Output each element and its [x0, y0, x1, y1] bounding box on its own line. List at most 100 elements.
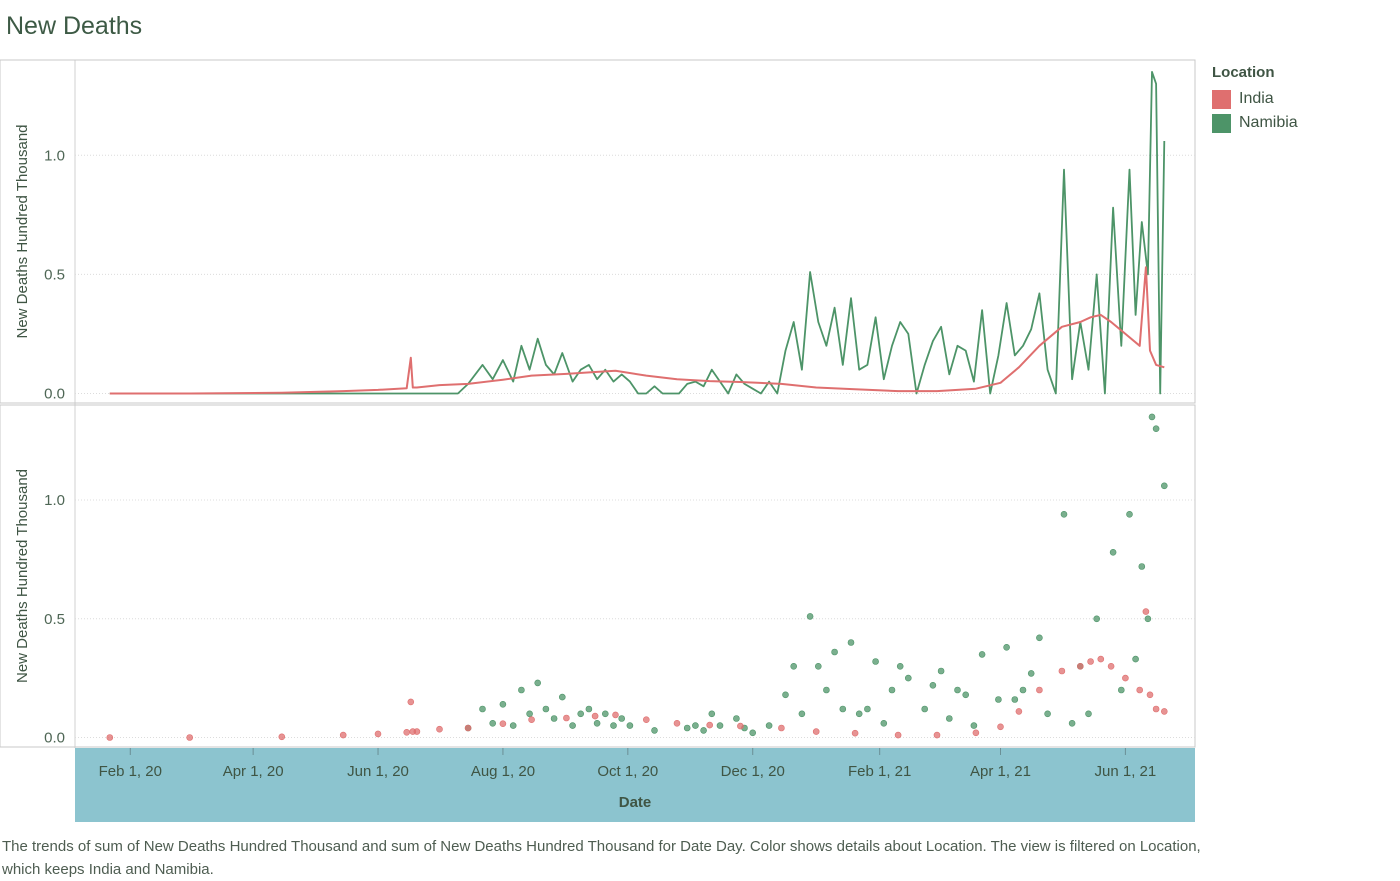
scatter-point-india — [436, 725, 443, 733]
x-tick-label: Dec 1, 20 — [721, 763, 785, 780]
scatter-point-india — [894, 731, 902, 739]
scatter-point-namibia — [577, 710, 585, 718]
scatter-point-namibia — [904, 674, 912, 682]
bottom-y-tick-label: 1.0 — [44, 492, 65, 509]
bottom-y-tick-label: 0.5 — [44, 611, 65, 628]
top-y-axis-title: New Deaths Hundred Thousand — [14, 124, 31, 338]
scatter-point-namibia — [855, 710, 863, 718]
scatter-point-india — [186, 734, 193, 741]
scatter-point-namibia — [651, 727, 658, 734]
scatter-point-india — [407, 698, 415, 706]
scatter-point-india — [1122, 674, 1129, 682]
scatter-point-namibia — [765, 722, 773, 729]
scatter-point-namibia — [1085, 710, 1092, 718]
scatter-point-namibia — [489, 719, 497, 727]
scatter-point-india — [737, 722, 744, 730]
scatter-point-namibia — [700, 727, 707, 734]
x-tick-label: Oct 1, 20 — [597, 763, 658, 780]
scatter-point-namibia — [1148, 413, 1156, 421]
scatter-point-namibia — [1138, 563, 1146, 570]
scatter-point-namibia — [1118, 686, 1125, 694]
scatter-point-namibia — [749, 729, 757, 737]
scatter-point-india — [612, 711, 619, 719]
scatter-point-namibia — [618, 715, 626, 722]
scatter-point-namibia — [880, 719, 888, 727]
scatter-point-namibia — [1126, 510, 1133, 518]
scatter-point-namibia — [921, 705, 929, 713]
scatter-point-namibia — [692, 722, 699, 729]
x-axis-title: Date — [619, 794, 652, 811]
x-tick-label: Apr 1, 20 — [223, 763, 284, 780]
scatter-point-india — [812, 728, 820, 735]
legend-label-namibia: Namibia — [1239, 114, 1298, 131]
scatter-point-namibia — [888, 686, 896, 694]
scatter-point-india — [1107, 662, 1115, 670]
scatter-point-india — [1161, 708, 1168, 715]
scatter-point-namibia — [823, 686, 830, 694]
legend-item-india[interactable]: India — [1212, 87, 1298, 111]
top-y-tick-label: 0.5 — [44, 266, 65, 283]
bottom-y-axis-title: New Deaths Hundred Thousand — [14, 469, 31, 683]
scatter-point-namibia — [585, 705, 593, 713]
scatter-point-namibia — [962, 691, 970, 699]
scatter-point-namibia — [806, 613, 814, 620]
x-tick-label: Apr 1, 21 — [970, 763, 1031, 780]
scatter-point-india — [778, 724, 785, 732]
scatter-point-india — [1015, 708, 1023, 715]
scatter-point-india — [1146, 691, 1154, 699]
scatter-point-namibia — [1161, 482, 1168, 490]
scatter-point-namibia — [1060, 510, 1068, 518]
scatter-point-namibia — [1011, 696, 1019, 703]
legend-item-namibia[interactable]: Namibia — [1212, 111, 1298, 135]
scatter-point-india — [528, 716, 535, 724]
scatter-point-namibia — [593, 719, 601, 727]
scatter-point-namibia — [534, 679, 542, 687]
chart-area: 0.0 0.5 1.0 New Deaths Hundred Thousand 0.0 0… — [0, 59, 1196, 822]
x-axis-band — [75, 748, 1195, 822]
legend-swatch-india — [1212, 89, 1231, 109]
top-panel-frame — [0, 59, 1196, 404]
scatter-point-india — [563, 714, 570, 722]
scatter-point-india — [106, 734, 114, 741]
scatter-point-india — [1058, 667, 1066, 675]
scatter-point-india — [1036, 686, 1043, 694]
scatter-point-namibia — [1003, 643, 1010, 651]
scatter-point-india — [591, 712, 599, 720]
scatter-point-namibia — [995, 696, 1002, 703]
scatter-point-india — [339, 731, 347, 739]
scatter-point-india — [706, 721, 714, 729]
scatter-point-india — [1152, 705, 1160, 713]
scatter-point-namibia — [526, 710, 533, 718]
scatter-point-namibia — [569, 722, 576, 729]
scatter-point-india — [499, 720, 507, 728]
scatter-point-india — [464, 724, 472, 732]
scatter-point-namibia — [896, 662, 904, 670]
scatter-point-namibia — [716, 722, 724, 729]
scatter-point-namibia — [610, 722, 617, 729]
scatter-point-namibia — [970, 722, 978, 729]
scatter-point-namibia — [499, 700, 507, 708]
scatter-point-namibia — [872, 658, 879, 665]
scatter-point-namibia — [1036, 634, 1043, 642]
scatter-point-namibia — [782, 691, 789, 699]
scatter-point-namibia — [550, 715, 558, 722]
scatter-point-namibia — [864, 705, 871, 713]
scatter-point-india — [374, 730, 382, 738]
scatter-point-india — [1077, 662, 1084, 670]
legend-swatch-namibia — [1212, 113, 1231, 133]
x-tick-label: Jun 1, 21 — [1095, 763, 1157, 780]
scatter-point-namibia — [1044, 710, 1051, 718]
bottom-panel-frame — [0, 404, 1196, 748]
scatter-point-india — [413, 728, 421, 735]
scatter-point-namibia — [1027, 670, 1035, 677]
scatter-point-namibia — [798, 710, 806, 718]
bottom-y-tick-label: 0.0 — [44, 730, 65, 747]
scatter-point-namibia — [479, 705, 486, 713]
x-tick-label: Feb 1, 20 — [99, 763, 162, 780]
top-y-tick-label: 0.0 — [44, 385, 65, 402]
scatter-point-namibia — [626, 722, 634, 729]
scatter-point-namibia — [542, 705, 550, 713]
legend: Location India Namibia — [1212, 64, 1298, 135]
scatter-point-namibia — [847, 639, 855, 646]
scatter-point-namibia — [683, 724, 691, 732]
